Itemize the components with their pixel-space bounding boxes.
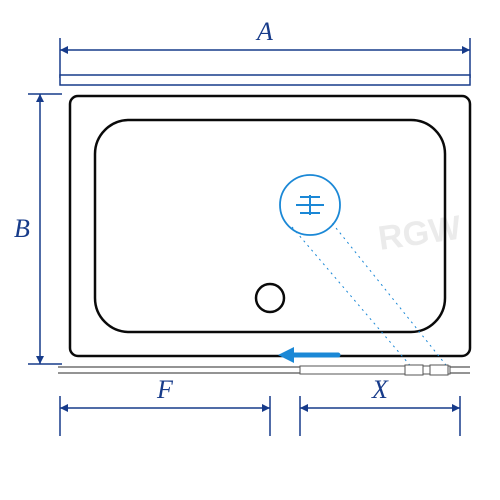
dimension-f: F <box>60 375 270 436</box>
dimension-b-label: B <box>14 214 30 243</box>
drain-icon <box>256 284 284 312</box>
watermark-text: RGW <box>376 209 464 258</box>
dimension-a: A <box>60 17 470 78</box>
slide-direction-arrow-icon <box>278 347 338 363</box>
dimension-a-label: A <box>255 17 273 46</box>
shower-tray-plan-diagram: RGW A B F X <box>0 0 500 500</box>
top-track <box>60 75 470 85</box>
bottom-track <box>58 365 470 375</box>
dimension-x-label: X <box>371 375 389 404</box>
detail-callout <box>280 175 340 235</box>
dimension-f-label: F <box>156 375 174 404</box>
dimension-b: B <box>14 94 62 364</box>
dimension-x: X <box>300 375 460 436</box>
